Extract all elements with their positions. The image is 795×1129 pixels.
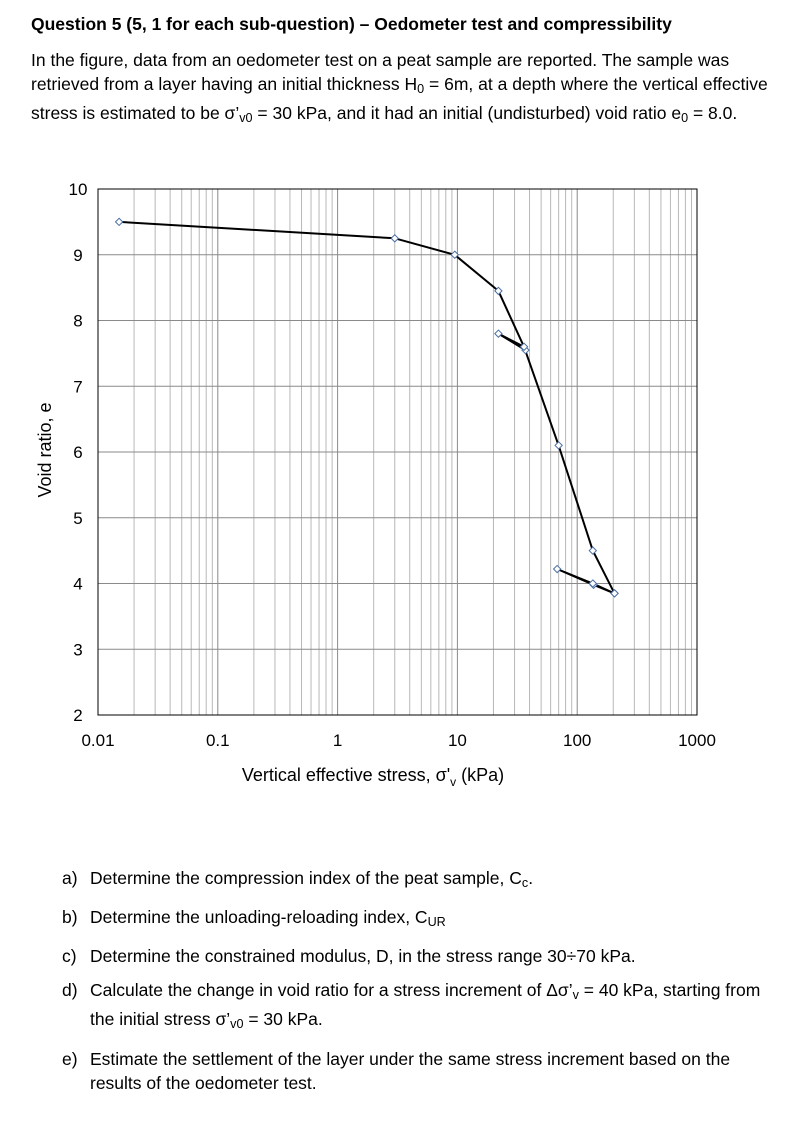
x-tick-label: 0.01 [81,731,114,750]
intro-sv0-subscript: v0 [239,111,253,126]
sub-question-b: b) Determine the unloading-reloading inde… [62,905,772,934]
sub-question-s1: UR [427,915,446,930]
series-line [119,220,616,595]
question-intro: In the figure, data from an oedometer te… [31,48,776,130]
y-tick-label: 8 [73,312,82,331]
x-tick-label: 10 [448,731,467,750]
data-point-marker [494,329,503,338]
intro-text-4: = 8.0. [688,103,738,124]
intro-e0-subscript: 0 [681,111,689,126]
sub-question-s2: v0 [230,1017,244,1032]
sub-question-letter: c) [62,946,77,967]
sub-question-t1: Determine the compression index of the p… [90,868,522,888]
data-point-marker [588,546,598,555]
sub-question-letter: e) [62,1048,78,1069]
x-tick-label: 1 [333,731,342,750]
y-tick-label: 4 [73,575,82,594]
tick-labels: 0.01 0.1 1 10 100 1000 2 3 4 5 6 7 8 9 10 [69,180,716,750]
y-tick-label: 10 [69,180,88,199]
y-tick-label: 6 [73,443,82,462]
chart-grid [98,189,697,715]
sub-question-t2: . [528,868,534,888]
data-point-marker [450,250,460,260]
sub-question-s1: v [572,988,579,1003]
sub-question-a: a) Determine the compression index of the… [62,866,772,895]
data-point-marker [114,217,124,227]
y-tick-label: 2 [73,706,82,725]
sub-question-t1: Calculate the change in void ratio for a… [90,980,573,1001]
sub-question-list: a) Determine the compression index of the… [62,866,772,1105]
sub-question-t1: Estimate the settlement of the layer und… [90,1048,731,1093]
data-point-marker [554,441,563,450]
sub-question-t3: = 30 kPa. [243,1009,323,1030]
x-tick-label: 1000 [678,731,716,750]
intro-h0-subscript: 0 [417,82,425,97]
intro-text-1: In the figure, data from an oedometer te… [31,50,730,94]
y-tick-label: 9 [73,246,82,265]
y-tick-label: 3 [73,640,82,659]
y-tick-label: 7 [73,377,82,396]
sub-question-letter: d) [62,980,78,1001]
sub-question-letter: a) [62,868,78,888]
data-series [114,217,619,598]
sub-question-t1: Determine the unloading-reloading index,… [90,907,428,928]
data-point-marker [494,286,503,296]
sub-question-d: d) Calculate the change in void ratio for… [62,978,772,1036]
sub-question-t2: = 40 kPa, starting from the initial stre… [90,980,761,1030]
sub-question-c: c) Determine the constrained modulus, D, … [62,944,772,968]
data-point-marker [519,342,529,352]
plot-frame [97,188,698,716]
sub-question-e: e) Estimate the settlement of the layer u… [62,1047,772,1095]
intro-text-3: = 30 kPa, and it had an initial (undistu… [252,103,682,124]
oedometer-chart: 0.01 0.1 1 10 100 1000 2 3 4 5 6 7 8 9 10 Void ratio, … [35,180,716,789]
y-axis-label: Void ratio, e [35,402,55,497]
intro-text-2: = 6m, at a depth where the vertical effe… [31,74,768,124]
y-tick-label: 5 [73,509,82,528]
x-tick-label: 0.1 [206,731,230,750]
x-tick-label: 100 [563,731,591,750]
data-point-marker [610,589,619,598]
x-axis-label-main: Vertical effective stress, σ' [242,765,450,785]
sub-question-t1: Determine the constrained modulus, D, in… [90,946,636,967]
sub-question-s1: c [521,876,529,891]
data-point-marker [552,564,562,574]
sub-question-letter: b) [62,907,78,928]
data-point-marker [588,579,598,588]
question-title: Question 5 (5, 1 for each sub-question) … [31,14,672,34]
x-axis-label-units: (kPa) [456,765,504,785]
x-axis-label: Vertical effective stress, σ'v (kPa) [242,765,504,789]
x-axis-label-subscript: v [450,775,456,789]
data-point-marker [390,234,400,243]
